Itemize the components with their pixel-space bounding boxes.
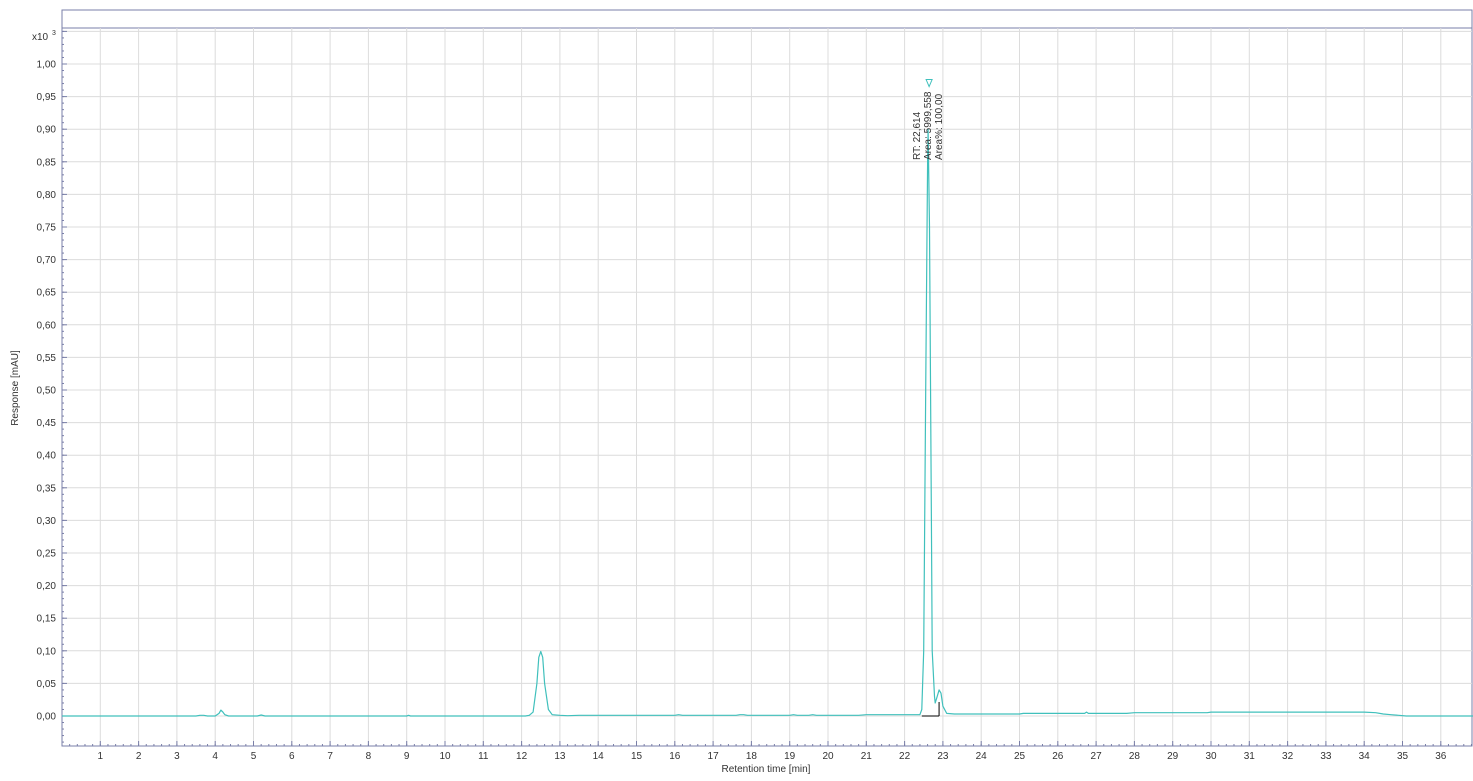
x-tick-label: 23	[937, 751, 949, 762]
x-tick-label: 36	[1435, 751, 1447, 762]
x-tick-label: 26	[1052, 751, 1064, 762]
x-tick-label: 35	[1397, 751, 1409, 762]
y-tick-label: 0,15	[37, 614, 57, 625]
y-tick-label: 0,25	[37, 549, 57, 560]
x-tick-label: 6	[289, 751, 295, 762]
x-tick-label: 22	[899, 751, 911, 762]
y-tick-label: 0,05	[37, 679, 57, 690]
y-tick-label: 0,35	[37, 483, 57, 494]
y-tick-label: 1,00	[37, 60, 57, 71]
x-axis-label: Retention time [min]	[722, 764, 811, 775]
x-tick-label: 7	[327, 751, 333, 762]
x-tick-label: 29	[1167, 751, 1179, 762]
y-tick-label: 0,20	[37, 581, 57, 592]
peak-annotation: Area: 5999,558	[923, 91, 934, 160]
x-tick-label: 31	[1244, 751, 1256, 762]
peak-annotation: Area%: 100,00	[934, 93, 945, 160]
x-tick-label: 30	[1205, 751, 1217, 762]
x-tick-label: 20	[822, 751, 834, 762]
x-tick-label: 12	[516, 751, 528, 762]
annotation-layer: RT: 22,614 Area: 5999,558 Area%: 100,00	[912, 79, 945, 160]
y-tick-label: 0,00	[37, 712, 57, 723]
axis-layer: x10 3 Retention time [min] Response [mAU…	[10, 30, 1447, 775]
x-tick-label: 4	[212, 751, 218, 762]
x-tick-label: 33	[1320, 751, 1332, 762]
y-tick-label: 0,95	[37, 92, 57, 103]
x-tick-label: 13	[554, 751, 566, 762]
x-tick-label: 16	[669, 751, 681, 762]
y-tick-label: 0,65	[37, 288, 57, 299]
x-tick-label: 8	[366, 751, 372, 762]
y-tick-label: 0,30	[37, 516, 57, 527]
x-tick-label: 9	[404, 751, 410, 762]
x-tick-label: 24	[976, 751, 988, 762]
y-axis-label: Response [mAU]	[10, 350, 21, 426]
series-layer	[62, 128, 1473, 717]
y-tick-label: 0,55	[37, 353, 57, 364]
y-tick-label: 0,10	[37, 646, 57, 657]
y-tick-label: 0,45	[37, 418, 57, 429]
y-tick-label: 0,50	[37, 386, 57, 397]
peak-marker	[925, 79, 933, 88]
x-tick-label: 11	[478, 751, 489, 762]
y-tick-label: 0,80	[37, 190, 57, 201]
x-tick-label: 1	[98, 751, 104, 762]
y-multiplier-label: x10	[32, 32, 49, 43]
y-tick-label: 0,85	[37, 157, 57, 168]
y-tick-label: 0,60	[37, 320, 57, 331]
x-tick-label: 28	[1129, 751, 1141, 762]
x-tick-label: 25	[1014, 751, 1026, 762]
x-tick-label: 34	[1359, 751, 1371, 762]
y-tick-label: 0,40	[37, 451, 57, 462]
x-tick-label: 3	[174, 751, 180, 762]
x-tick-label: 2	[136, 751, 142, 762]
x-tick-label: 5	[251, 751, 257, 762]
x-tick-label: 27	[1091, 751, 1103, 762]
x-tick-label: 32	[1282, 751, 1294, 762]
x-tick-label: 15	[631, 751, 643, 762]
x-tick-label: 21	[861, 751, 873, 762]
chromatogram-trace	[62, 128, 1473, 717]
peak-annotation: RT: 22,614	[912, 111, 923, 160]
x-tick-label: 17	[708, 751, 720, 762]
x-tick-label: 10	[439, 751, 451, 762]
x-tick-label: 18	[746, 751, 758, 762]
x-tick-label: 19	[784, 751, 796, 762]
y-tick-label: 0,70	[37, 255, 57, 266]
x-tick-label: 14	[593, 751, 605, 762]
y-tick-label: 0,90	[37, 125, 57, 136]
y-multiplier-exponent: 3	[52, 30, 56, 37]
y-tick-label: 0,75	[37, 223, 57, 234]
grid-layer	[61, 28, 1472, 746]
